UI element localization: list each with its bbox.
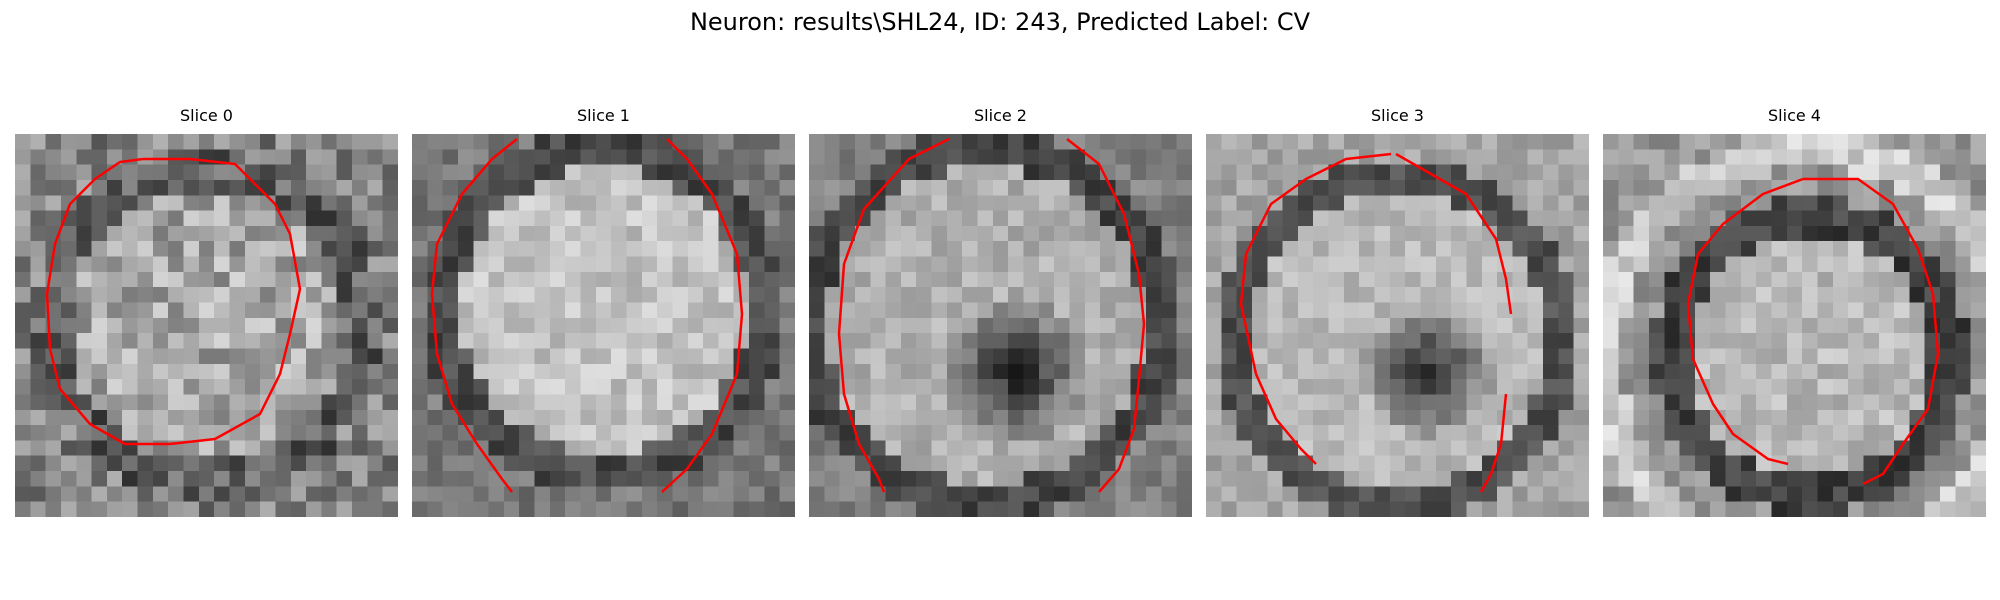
contour-line (661, 138, 744, 493)
slice-title-0: Slice 0 (180, 106, 233, 125)
slice-panel-3: Slice 3 (1206, 106, 1589, 517)
slice-title-2: Slice 2 (974, 106, 1027, 125)
slice-image-0 (15, 134, 398, 517)
contour-line (1803, 177, 1940, 486)
contour-line (1395, 152, 1513, 315)
slice-image-1 (412, 134, 795, 517)
slice-image-3 (1206, 134, 1589, 517)
contour-line (1686, 177, 1804, 466)
slice-title-4: Slice 4 (1768, 106, 1821, 125)
slice-panel-4: Slice 4 (1603, 106, 1986, 517)
slice-panel-0: Slice 0 (15, 106, 398, 517)
slice-panel-2: Slice 2 (809, 106, 1192, 517)
contour-line (1479, 393, 1508, 493)
contour-line (430, 138, 518, 493)
slice-panel-1: Slice 1 (412, 106, 795, 517)
contour-line (45, 157, 302, 446)
slice-image-2 (809, 134, 1192, 517)
figure-title: Neuron: results\SHL24, ID: 243, Predicte… (689, 8, 1311, 36)
contour-line (837, 137, 950, 493)
contour-line (1066, 138, 1146, 493)
slice-image-4 (1603, 134, 1986, 517)
slice-title-3: Slice 3 (1371, 106, 1424, 125)
contour-line (1239, 152, 1392, 465)
slice-title-1: Slice 1 (577, 106, 630, 125)
